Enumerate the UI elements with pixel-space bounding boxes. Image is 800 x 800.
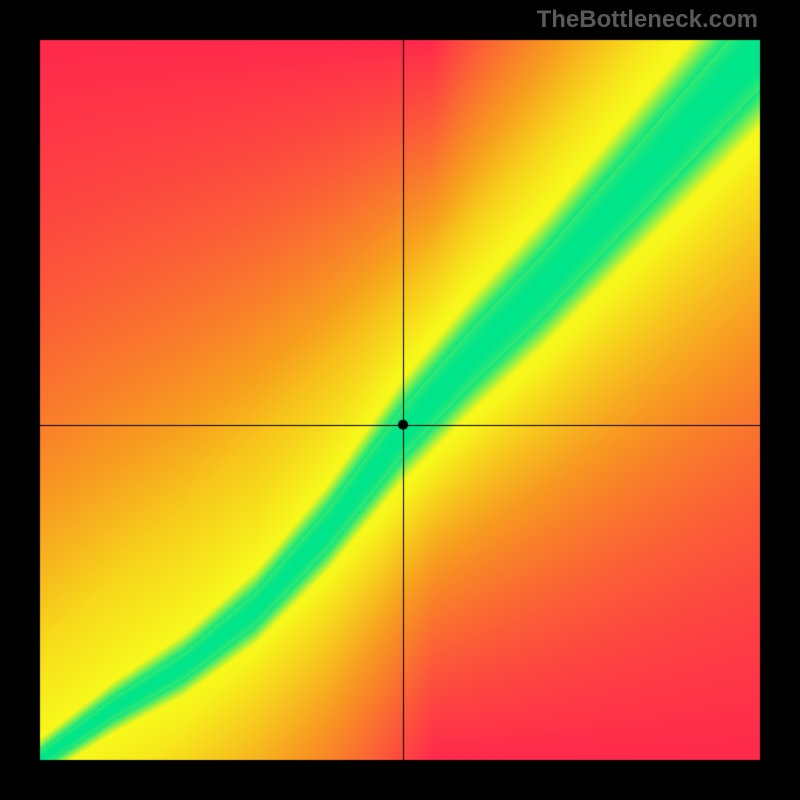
chart-container: TheBottleneck.com xyxy=(0,0,800,800)
bottleneck-heatmap xyxy=(0,0,800,800)
watermark-text: TheBottleneck.com xyxy=(537,6,758,34)
